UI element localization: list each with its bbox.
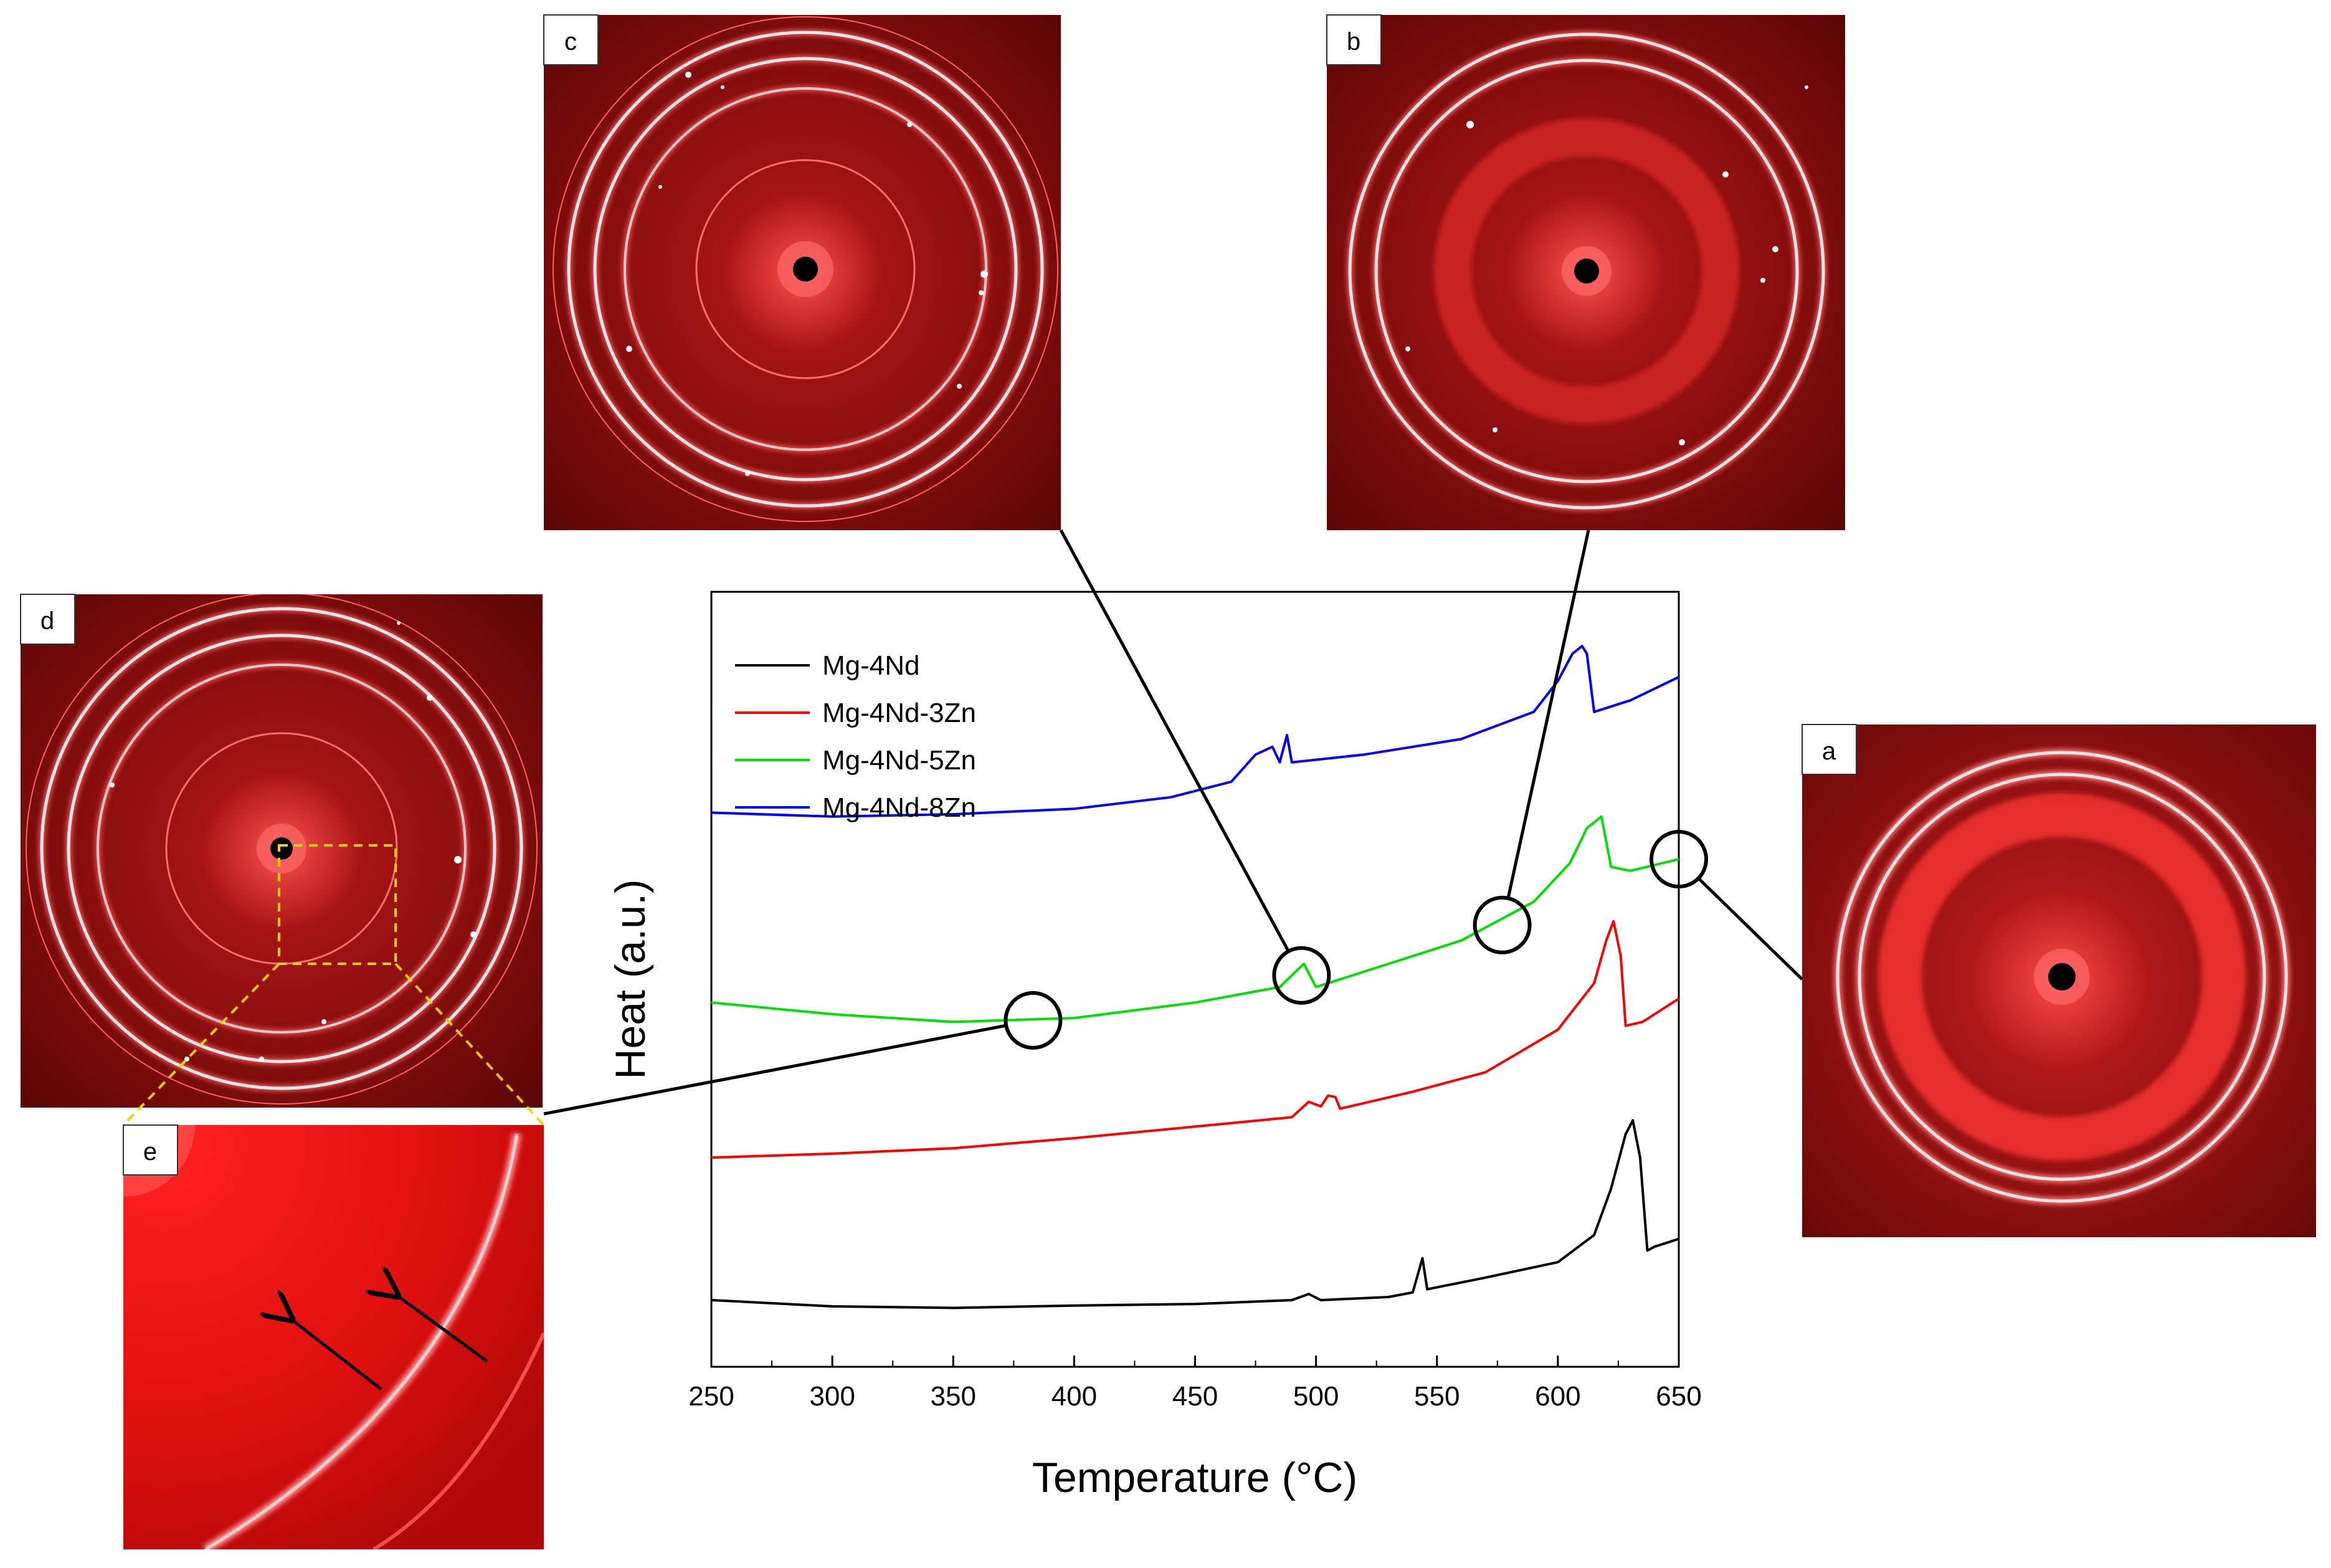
panel-c-label: c bbox=[564, 28, 577, 55]
series-line-mg-4nd-5zn bbox=[711, 815, 1679, 1024]
zoom-connector-right bbox=[394, 962, 545, 1126]
legend-label-mg-4nd: Mg-4Nd bbox=[822, 650, 920, 681]
panel-a-diffraction-image bbox=[1802, 725, 2316, 1237]
zoom-connector-left bbox=[122, 962, 280, 1126]
series-line-mg-4nd-3zn bbox=[711, 919, 1680, 1159]
marker-circle-e bbox=[1004, 991, 1063, 1050]
callout-connectors bbox=[543, 529, 1803, 1116]
series-line-mg-4nd bbox=[711, 1119, 1679, 1309]
series-layer bbox=[711, 645, 1680, 1309]
x-axis-ticks bbox=[710, 1356, 1680, 1367]
connector-to-panel-e bbox=[543, 1024, 1007, 1116]
panel-d-label: d bbox=[40, 607, 54, 635]
connector-to-panel-a bbox=[1697, 877, 1803, 981]
x-tick-label-600: 600 bbox=[1535, 1381, 1580, 1412]
zoom-inset-box bbox=[278, 844, 397, 965]
x-tick-label-250: 250 bbox=[688, 1381, 734, 1412]
x-tick-label-300: 300 bbox=[809, 1381, 855, 1412]
legend-label-mg-4nd-5zn: Mg-4Nd-5Zn bbox=[822, 745, 976, 776]
panel-d-label-box bbox=[20, 594, 75, 645]
legend-label-mg-4nd-3zn: Mg-4Nd-3Zn bbox=[822, 698, 976, 728]
legend: Mg-4Nd Mg-4Nd-3Zn Mg-4Nd-5Zn Mg-4Nd-8Zn bbox=[735, 650, 976, 823]
x-tick-label-500: 500 bbox=[1293, 1381, 1339, 1412]
x-axis-label: Temperature (°C) bbox=[1032, 1454, 1357, 1501]
marker-circle-b bbox=[1473, 895, 1532, 954]
dsc-chart: 250 300 350 400 450 500 550 600 650 Mg-4NdMg-4Nd… bbox=[607, 591, 1702, 1501]
panel-b-label-box bbox=[1326, 14, 1382, 65]
panel-a-label-box bbox=[1802, 724, 1857, 775]
legend-label-mg-4nd-8zn: Mg-4Nd-8Zn bbox=[822, 792, 976, 823]
panel-d-diffraction-image bbox=[21, 594, 543, 1108]
panel-e-arrow-2 bbox=[397, 1296, 488, 1363]
panel-a-label: a bbox=[1822, 738, 1836, 765]
x-tick-label-550: 550 bbox=[1414, 1381, 1460, 1412]
marker-circle-a bbox=[1650, 830, 1708, 889]
x-axis-tick-labels: 250 300 350 400 450 500 550 600 650 bbox=[688, 1381, 1701, 1412]
connector-to-panel-b bbox=[1506, 530, 1590, 899]
x-tick-label-650: 650 bbox=[1656, 1381, 1701, 1412]
panel-c-label-box bbox=[543, 14, 599, 65]
y-axis-label: Heat (a.u.) bbox=[607, 879, 654, 1079]
panel-c-diffraction-image bbox=[544, 15, 1061, 530]
panel-b-label: b bbox=[1347, 28, 1360, 55]
connector-to-panel-c bbox=[1059, 529, 1290, 953]
panel-e-label: e bbox=[143, 1138, 157, 1166]
x-tick-label-400: 400 bbox=[1052, 1381, 1097, 1412]
panel-b-diffraction-image bbox=[1327, 15, 1845, 530]
panel-e-zoomed-image bbox=[123, 1125, 544, 1549]
marker-circle-c bbox=[1272, 946, 1331, 1005]
x-tick-label-450: 450 bbox=[1172, 1381, 1218, 1412]
panel-e-arrow-1 bbox=[292, 1319, 382, 1390]
series-line-mg-4nd-8zn bbox=[711, 645, 1679, 818]
panel-e-label-box bbox=[123, 1124, 178, 1176]
x-tick-label-350: 350 bbox=[931, 1381, 976, 1412]
